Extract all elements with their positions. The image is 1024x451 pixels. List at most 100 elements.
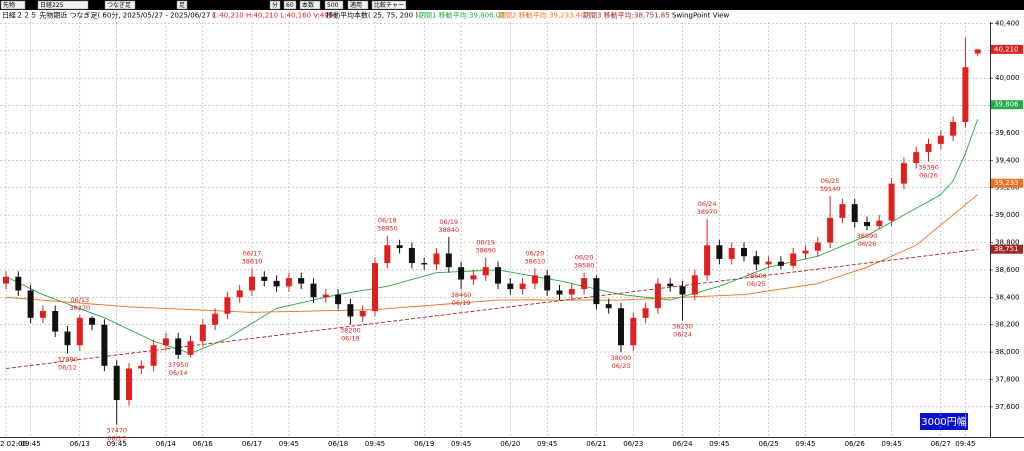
- candle-body: [691, 275, 698, 295]
- swing-date: 06/20: [526, 250, 545, 258]
- x-tick-label: 2 02:00: [0, 440, 27, 448]
- x-tick-label: 09:45: [279, 440, 299, 448]
- y-tick-label: 38,600: [995, 266, 1020, 274]
- toolbar-control: [37, 0, 89, 10]
- price-badge: [991, 178, 1023, 188]
- candle-body: [101, 324, 108, 366]
- candle-body: [335, 294, 342, 305]
- candle-body: [864, 221, 870, 227]
- candle-body: [249, 276, 255, 291]
- candle-body: [716, 245, 723, 259]
- swing-date: 06/13: [107, 435, 126, 443]
- candle-body: [876, 220, 883, 227]
- candle-body: [962, 67, 969, 122]
- swing-date: 06/18: [341, 335, 360, 343]
- x-tick-label: 06/26: [845, 440, 866, 448]
- x-tick-label: 06/20: [500, 440, 520, 448]
- candle-body: [64, 331, 71, 346]
- candle-body: [679, 286, 686, 295]
- candle-body: [458, 267, 465, 280]
- swing-date: 06/26: [858, 240, 877, 248]
- x-tick-label: 09:45: [21, 440, 41, 448]
- candle-body: [347, 304, 354, 317]
- swing-value: 38600: [746, 272, 767, 280]
- candle-body: [126, 368, 132, 401]
- candle-body: [113, 365, 120, 401]
- toolbar-label: 500: [327, 2, 339, 9]
- x-tick-label: 06/13: [70, 440, 90, 448]
- y-tick-label: 38,800: [995, 239, 1020, 247]
- price-badge-label: 39,806: [994, 101, 1019, 109]
- candle-body: [39, 310, 46, 318]
- x-tick-label: 06/25: [759, 440, 779, 448]
- x-tick-label: 09:45: [795, 440, 815, 448]
- y-tick-label: 37,800: [995, 375, 1020, 383]
- candle-body: [384, 245, 391, 264]
- right-axis-line: [990, 22, 991, 437]
- candle-body: [851, 204, 858, 222]
- candle-body: [396, 245, 403, 248]
- x-tick-label: 06/24: [672, 440, 693, 448]
- candle-body: [187, 341, 194, 355]
- swing-date: 06/17: [243, 250, 262, 258]
- candle-body: [581, 278, 588, 290]
- candle-body: [630, 317, 637, 346]
- moving-average-line: [5, 194, 978, 313]
- x-tick-label: 09:45: [709, 440, 729, 448]
- swing-date: 06/25: [747, 280, 766, 288]
- candle-body: [937, 135, 944, 144]
- swing-date: 06/19: [452, 299, 471, 307]
- y-tick-label: 39,400: [995, 156, 1020, 164]
- candle-body: [667, 283, 674, 287]
- candle-body: [372, 263, 378, 311]
- candle-body: [765, 261, 772, 265]
- candle-body: [310, 283, 317, 298]
- candle-body: [888, 183, 895, 221]
- candle-body: [974, 49, 981, 54]
- swing-value: 38890: [857, 232, 878, 240]
- candle-body: [704, 245, 711, 276]
- y-tick-label: 37,600: [995, 403, 1020, 411]
- candle-body: [470, 275, 477, 280]
- swing-value: 39140: [820, 185, 841, 193]
- price-badge: [991, 44, 1023, 54]
- candle-body: [76, 317, 83, 346]
- toolbar: [0, 0, 1024, 10]
- candle-body: [519, 283, 526, 290]
- x-tick-label: 09:45: [882, 440, 902, 448]
- swing-value: 38000: [611, 354, 632, 362]
- legend-entry: 期間2 移動平均:39,233.40: [498, 11, 585, 20]
- candle-body: [544, 275, 551, 291]
- candle-body: [3, 276, 9, 284]
- toolbar-control: [371, 0, 407, 10]
- swing-value: 38230: [672, 323, 693, 331]
- info-ohlc: C:40,210 H:40,210 L:40,160 V:499: [212, 12, 333, 20]
- x-tick-label: 06/21: [586, 440, 606, 448]
- swing-date: 06/12: [58, 363, 77, 371]
- y-tick-label: 39,600: [995, 129, 1020, 137]
- y-tick-label: 38,000: [995, 348, 1020, 356]
- swing-value: 37990: [57, 355, 78, 363]
- candle-body: [593, 278, 600, 305]
- candle-body: [618, 308, 624, 346]
- candle-body: [359, 310, 366, 317]
- candle-body: [654, 283, 661, 309]
- y-tick-label: 38,400: [995, 293, 1020, 301]
- swing-date: 06/26: [919, 172, 938, 180]
- info-title: 日経２２５ 先物期近 つなぎ足( 60分, 2025/05/27 - 2025/…: [2, 11, 216, 20]
- candle-body: [261, 276, 268, 281]
- swing-value: 38840: [438, 226, 459, 234]
- toolbar-label: 60: [286, 2, 294, 9]
- swing-date: 06/24: [698, 200, 717, 208]
- info-ma-count: 移動平均本数( 25, 75, 200 ): [326, 11, 418, 20]
- candle-body: [925, 143, 932, 153]
- toolbar-control: [283, 0, 297, 10]
- toolbar-control: [299, 0, 321, 10]
- swing-value: 38200: [340, 327, 361, 335]
- toolbar-label: 分: [272, 1, 278, 9]
- candle-body: [827, 217, 834, 243]
- candle-body: [212, 313, 219, 325]
- x-tick-label: 06/16: [193, 440, 214, 448]
- candle-body: [322, 294, 329, 298]
- swing-value: 38610: [242, 258, 263, 266]
